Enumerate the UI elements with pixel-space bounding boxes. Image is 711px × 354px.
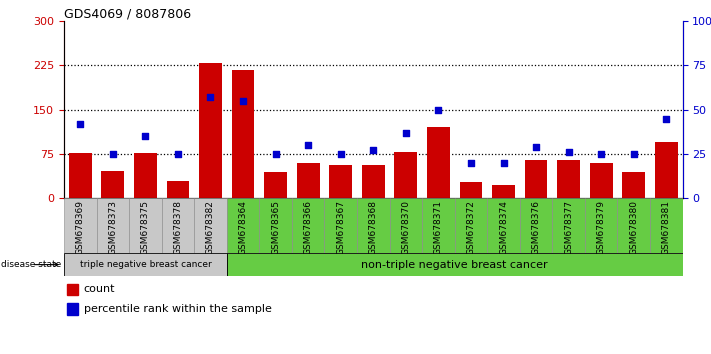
Text: GSM678374: GSM678374 — [499, 200, 508, 255]
Bar — [64, 198, 97, 253]
Point — [628, 151, 639, 157]
Point — [302, 142, 314, 148]
Bar — [520, 198, 552, 253]
Text: GSM678367: GSM678367 — [336, 200, 346, 255]
Bar — [102, 171, 124, 198]
Text: GSM678375: GSM678375 — [141, 200, 150, 255]
Bar — [650, 198, 683, 253]
Point — [205, 95, 216, 100]
Point — [400, 130, 412, 136]
Bar — [64, 253, 227, 276]
Text: GSM678371: GSM678371 — [434, 200, 443, 255]
Text: GSM678378: GSM678378 — [173, 200, 183, 255]
Point — [661, 116, 672, 121]
Bar — [390, 198, 422, 253]
Text: count: count — [84, 284, 115, 295]
Text: GSM678380: GSM678380 — [629, 200, 638, 255]
Bar — [492, 185, 515, 198]
Text: GSM678382: GSM678382 — [206, 200, 215, 255]
Text: GSM678368: GSM678368 — [369, 200, 378, 255]
Point — [530, 144, 542, 150]
Bar — [161, 198, 194, 253]
Text: GSM678364: GSM678364 — [239, 200, 247, 255]
Bar — [422, 198, 454, 253]
Point — [237, 98, 249, 104]
Bar — [590, 163, 613, 198]
Bar — [166, 181, 189, 198]
Bar — [655, 142, 678, 198]
Bar — [232, 70, 255, 198]
Text: non-triple negative breast cancer: non-triple negative breast cancer — [361, 259, 548, 270]
Bar — [227, 253, 683, 276]
Bar — [292, 198, 324, 253]
Point — [139, 133, 151, 139]
Bar — [134, 153, 156, 198]
Text: GSM678379: GSM678379 — [597, 200, 606, 255]
Text: GSM678381: GSM678381 — [662, 200, 670, 255]
Text: GSM678372: GSM678372 — [466, 200, 476, 255]
Point — [563, 149, 574, 155]
Bar — [395, 152, 417, 198]
Point — [107, 151, 119, 157]
Bar — [362, 165, 385, 198]
Bar — [129, 198, 161, 253]
Point — [75, 121, 86, 127]
Bar — [199, 63, 222, 198]
Point — [172, 151, 183, 157]
Bar — [454, 198, 487, 253]
Point — [498, 160, 509, 166]
Bar — [459, 182, 482, 198]
Bar — [617, 198, 650, 253]
Point — [433, 107, 444, 113]
Bar — [69, 153, 92, 198]
Bar — [67, 284, 78, 295]
Text: triple negative breast cancer: triple negative breast cancer — [80, 260, 211, 269]
Bar — [227, 198, 260, 253]
Bar — [552, 198, 585, 253]
Text: GSM678377: GSM678377 — [564, 200, 573, 255]
Point — [368, 148, 379, 153]
Bar — [296, 163, 319, 198]
Text: GSM678369: GSM678369 — [76, 200, 85, 255]
Text: GSM678376: GSM678376 — [532, 200, 540, 255]
Bar — [194, 198, 227, 253]
Text: percentile rank within the sample: percentile rank within the sample — [84, 304, 272, 314]
Bar — [622, 172, 645, 198]
Bar — [525, 160, 547, 198]
Bar — [357, 198, 390, 253]
Point — [596, 151, 607, 157]
Bar — [427, 127, 450, 198]
Text: disease state: disease state — [1, 260, 62, 269]
Bar — [97, 198, 129, 253]
Bar — [260, 198, 292, 253]
Text: GSM678370: GSM678370 — [401, 200, 410, 255]
Bar — [557, 160, 580, 198]
Bar — [585, 198, 617, 253]
Text: GDS4069 / 8087806: GDS4069 / 8087806 — [64, 7, 191, 20]
Bar — [329, 165, 352, 198]
Bar — [67, 303, 78, 315]
Bar — [264, 172, 287, 198]
Bar — [487, 198, 520, 253]
Bar — [324, 198, 357, 253]
Text: GSM678366: GSM678366 — [304, 200, 313, 255]
Text: GSM678373: GSM678373 — [108, 200, 117, 255]
Point — [335, 151, 346, 157]
Point — [465, 160, 476, 166]
Point — [270, 151, 282, 157]
Text: GSM678365: GSM678365 — [271, 200, 280, 255]
